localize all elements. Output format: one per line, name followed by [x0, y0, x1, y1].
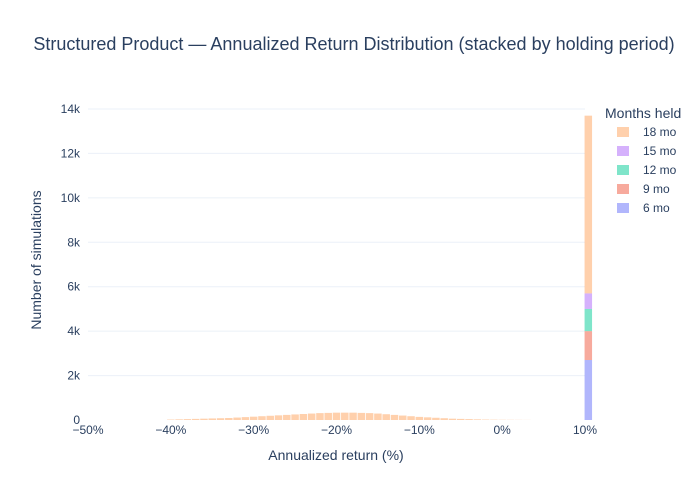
histogram-bar[interactable] [584, 308, 593, 332]
legend-label: 9 mo [643, 182, 670, 196]
series-12-mo [584, 308, 593, 332]
histogram-bar[interactable] [357, 412, 366, 420]
x-tick-label: −40% [155, 423, 186, 437]
histogram-bar[interactable] [225, 418, 233, 420]
legend-item[interactable]: 6 mo [617, 201, 670, 215]
gridlines [88, 108, 585, 377]
histogram-bar[interactable] [349, 412, 357, 420]
series-9-mo [584, 331, 593, 361]
legend-label: 15 mo [643, 144, 677, 158]
histogram-bar[interactable] [341, 412, 349, 420]
series-6-mo [584, 360, 593, 420]
histogram-bar[interactable] [324, 412, 332, 420]
y-tick-label: 12k [61, 146, 81, 160]
bars [167, 115, 593, 420]
legend-label: 12 mo [643, 163, 677, 177]
series-18-mo [167, 115, 593, 420]
histogram-bar[interactable] [584, 115, 593, 294]
y-tick-label: 8k [67, 235, 81, 249]
histogram-bar[interactable] [448, 418, 457, 420]
histogram-bar[interactable] [241, 417, 250, 420]
histogram-bar[interactable] [390, 414, 399, 420]
histogram-bar[interactable] [183, 419, 192, 420]
y-tick-label: 4k [67, 324, 81, 338]
histogram-bar[interactable] [423, 417, 432, 420]
histogram-bar[interactable] [382, 414, 390, 420]
legend-item[interactable]: 15 mo [617, 144, 677, 158]
legend-item[interactable]: 12 mo [617, 163, 677, 177]
histogram-bar[interactable] [258, 416, 266, 420]
legend-swatch [617, 184, 629, 194]
histogram-bar[interactable] [457, 418, 465, 420]
histogram-bar[interactable] [200, 418, 208, 420]
y-tick-label: 10k [61, 191, 81, 205]
histogram-bar[interactable] [584, 360, 593, 420]
histogram-bar[interactable] [465, 419, 473, 420]
x-axis-ticks: −50% −40% −30% −20% −10% 0% 10% [72, 423, 597, 437]
x-axis-title: Annualized return (%) [268, 447, 403, 463]
x-tick-label: −30% [238, 423, 269, 437]
histogram-bar[interactable] [299, 414, 308, 420]
x-tick-label: 0% [493, 423, 511, 437]
x-tick-label: −10% [404, 423, 435, 437]
histogram-bar[interactable] [332, 412, 341, 420]
histogram-bar[interactable] [307, 413, 316, 420]
histogram-bar[interactable] [191, 418, 200, 420]
legend-items[interactable]: 18 mo 15 mo 12 mo 9 mo 6 mo [617, 125, 677, 215]
legend-title: Months held [605, 105, 681, 121]
histogram-bar[interactable] [407, 416, 415, 420]
histogram-bar[interactable] [266, 415, 274, 420]
chart-title: Structured Product — Annualized Return D… [33, 34, 674, 54]
histogram-bar[interactable] [208, 418, 216, 420]
histogram-bar[interactable] [584, 331, 593, 361]
histogram-bar[interactable] [365, 413, 374, 420]
x-tick-label: −20% [321, 423, 352, 437]
legend-label: 18 mo [643, 125, 677, 139]
series-15-mo [584, 293, 593, 309]
histogram-bar[interactable] [249, 416, 258, 420]
legend-swatch [617, 165, 629, 175]
y-tick-label: 2k [67, 369, 81, 383]
y-tick-label: 0 [73, 413, 80, 427]
x-tick-label: −50% [72, 423, 103, 437]
histogram-bar[interactable] [274, 415, 283, 420]
y-tick-label: 6k [67, 280, 81, 294]
legend-label: 6 mo [643, 201, 670, 215]
histogram-bar[interactable] [415, 416, 424, 420]
legend[interactable]: Months held 18 mo 15 mo 12 mo 9 mo 6 mo [605, 105, 681, 215]
histogram-bar[interactable] [291, 414, 299, 420]
legend-swatch [617, 127, 629, 137]
x-tick-label: 10% [573, 423, 597, 437]
histogram-bar[interactable] [374, 413, 382, 420]
legend-swatch [617, 203, 629, 213]
y-tick-label: 14k [61, 102, 81, 116]
legend-swatch [617, 146, 629, 156]
histogram-bar[interactable] [399, 415, 407, 420]
y-axis-ticks: 0 2k 4k 6k 8k 10k 12k 14k [61, 102, 81, 427]
histogram-bar[interactable] [316, 413, 324, 420]
histogram-bar[interactable] [216, 418, 225, 420]
histogram-bar[interactable] [432, 417, 440, 420]
histogram-bar[interactable] [175, 419, 183, 420]
histogram-bar[interactable] [440, 418, 448, 420]
histogram-bar[interactable] [233, 417, 241, 420]
legend-item[interactable]: 18 mo [617, 125, 677, 139]
y-axis-title: Number of simulations [28, 190, 44, 329]
histogram-bar[interactable] [473, 419, 482, 420]
histogram-bar[interactable] [283, 414, 291, 420]
histogram-bar[interactable] [584, 293, 593, 309]
legend-item[interactable]: 9 mo [617, 182, 670, 196]
